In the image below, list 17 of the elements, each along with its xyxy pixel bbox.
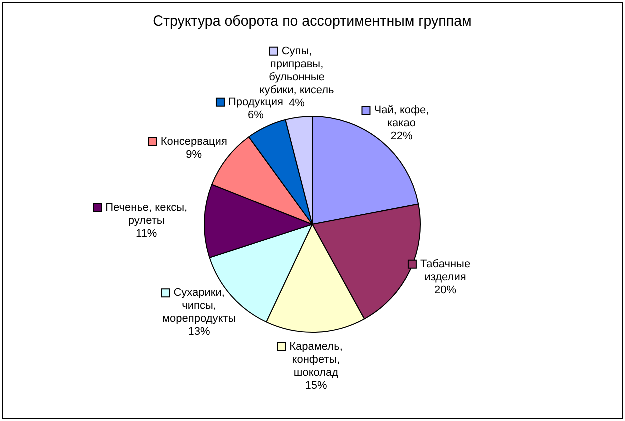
legend-label: Продукция (228, 96, 284, 108)
legend-label: Консервация (160, 136, 228, 148)
chart-title: Структура оборота по ассортиментным группам (153, 14, 472, 30)
data-label: 15% (305, 380, 328, 392)
legend-label: Печенье, кексы, рулеты (106, 202, 188, 227)
legend-label: Чай, кофе, какао (374, 104, 430, 130)
data-label: 4% (289, 97, 306, 110)
data-label: 13% (188, 326, 211, 338)
data-label: 6% (248, 109, 264, 122)
legend-label: Супы, приправы, бульонные кубики, кисель (260, 45, 334, 96)
data-label: 9% (186, 149, 202, 162)
data-label: 20% (434, 284, 457, 296)
legend-label: Табачные изделия (420, 258, 471, 284)
legend-label: Карамель, конфеты, шоколад (290, 340, 343, 379)
data-label: 22% (390, 130, 413, 143)
data-label: 11% (136, 228, 158, 240)
legend-label: Сухарики, чипсы, морепродукты (162, 287, 236, 326)
